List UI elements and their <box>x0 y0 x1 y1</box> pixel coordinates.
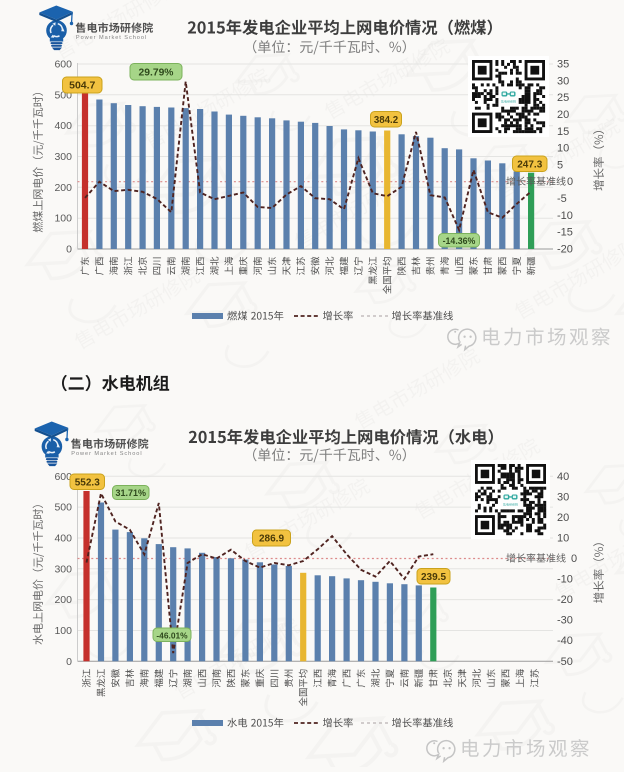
svg-text:-46.01%: -46.01% <box>156 630 188 640</box>
svg-text:200: 200 <box>54 594 72 606</box>
svg-text:300: 300 <box>54 151 72 163</box>
svg-text:29.79%: 29.79% <box>139 67 174 78</box>
svg-text:286.9: 286.9 <box>259 534 284 545</box>
svg-text:40: 40 <box>557 471 569 483</box>
svg-text:-14.36%: -14.36% <box>443 236 476 246</box>
svg-text:-20: -20 <box>557 594 573 606</box>
svg-text:600: 600 <box>54 59 72 71</box>
svg-text:Power Market School: Power Market School <box>76 35 147 41</box>
svg-text:5: 5 <box>557 159 563 171</box>
svg-text:20: 20 <box>557 109 569 121</box>
svg-text:0: 0 <box>66 656 72 668</box>
svg-text:-30: -30 <box>557 615 573 627</box>
svg-text:0: 0 <box>567 176 573 188</box>
svg-text:-10: -10 <box>557 574 573 586</box>
svg-text:300: 300 <box>54 563 72 575</box>
svg-text:31.71%: 31.71% <box>115 488 146 498</box>
svg-text:0: 0 <box>66 244 72 256</box>
svg-text:35: 35 <box>557 59 569 71</box>
svg-text:100: 100 <box>54 213 72 225</box>
svg-text:200: 200 <box>54 182 72 194</box>
svg-text:-15: -15 <box>557 227 573 239</box>
svg-text:239.5: 239.5 <box>421 572 446 583</box>
svg-text:Power Market School: Power Market School <box>71 451 142 457</box>
svg-text:400: 400 <box>54 532 72 544</box>
svg-text:384.2: 384.2 <box>374 115 398 126</box>
svg-text:30: 30 <box>557 491 569 503</box>
svg-text:-50: -50 <box>557 656 573 668</box>
svg-text:552.3: 552.3 <box>75 477 100 488</box>
svg-text:10: 10 <box>557 532 569 544</box>
svg-text:10: 10 <box>557 143 569 155</box>
svg-text:400: 400 <box>54 120 72 132</box>
svg-text:600: 600 <box>54 471 72 483</box>
svg-text:-5: -5 <box>557 193 567 205</box>
svg-text:30: 30 <box>557 75 569 87</box>
svg-text:20: 20 <box>557 512 569 524</box>
svg-text:25: 25 <box>557 92 569 104</box>
svg-text:-10: -10 <box>557 210 573 222</box>
svg-text:504.7: 504.7 <box>69 80 95 92</box>
svg-text:15: 15 <box>557 126 569 138</box>
svg-text:0: 0 <box>571 553 577 565</box>
svg-text:247.3: 247.3 <box>517 159 542 170</box>
svg-text:-40: -40 <box>557 635 573 647</box>
svg-text:100: 100 <box>54 625 72 637</box>
svg-text:500: 500 <box>54 502 72 514</box>
svg-text:-20: -20 <box>557 244 573 256</box>
